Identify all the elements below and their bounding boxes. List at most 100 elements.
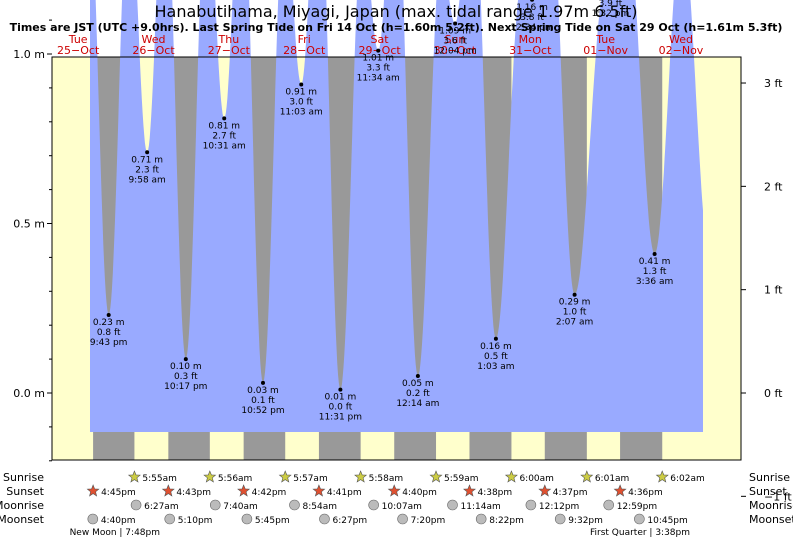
low-tide-label: 1.3 ft [643, 267, 667, 277]
moonset-row-label-left: Moonset [0, 513, 45, 526]
tide-point [652, 252, 657, 257]
day-label-date: 25−Oct [57, 44, 100, 57]
day-label-dow: Thu [218, 33, 240, 46]
sunrise-star-icon [429, 470, 443, 483]
moonrise-time: 10:07am [382, 502, 422, 512]
tide-point [415, 374, 420, 379]
moonrise-row-label-right: Moonrise [749, 499, 793, 512]
tide-point [106, 313, 111, 318]
sunrise-time: 6:01am [595, 474, 630, 484]
tide-point [376, 48, 381, 53]
sunrise-star-icon [127, 470, 141, 483]
low-tide-label: 9:58 am [128, 175, 165, 185]
day-label-date: 27−Oct [208, 44, 251, 57]
sunrise-time: 5:57am [293, 474, 328, 484]
low-tide-label: 1:32 pm [592, 9, 630, 19]
moonrise-moon-icon [289, 499, 300, 511]
day-label-dow: Fri [298, 33, 311, 46]
sunset-time: 4:38pm [477, 488, 512, 498]
low-tide-label: 2.3 ft [135, 165, 159, 175]
right-axis-tick-label: 2 ft [764, 180, 783, 193]
low-tide-label: 0.05 m [402, 379, 434, 389]
sunrise-row-label-left: Sunrise [3, 471, 44, 484]
sunrise-time: 6:00am [519, 474, 554, 484]
left-axis-tick-label: 0.5 m [13, 218, 45, 231]
day-label-dow: Wed [142, 33, 166, 46]
moonrise-row-label-left: Moonrise [0, 499, 44, 512]
moonset-moon-icon [164, 513, 176, 525]
sunrise-time: 5:58am [369, 474, 404, 484]
low-tide-label: 3.8 ft [520, 13, 544, 23]
low-tide-label: 0.3 ft [174, 372, 198, 382]
sunset-time: 4:45pm [101, 488, 136, 498]
day-label-date: 28−Oct [283, 44, 326, 57]
low-tide-label: 11:34 am [357, 74, 400, 84]
low-tide-label: 0.2 ft [406, 389, 430, 399]
low-tide-label: 1.09 m [439, 26, 471, 36]
tide-area [90, 0, 703, 432]
sunset-time: 4:40pm [402, 488, 437, 498]
day-label-dow: Sun [444, 33, 465, 46]
sunrise-star-icon [354, 470, 368, 483]
sunset-star-icon [613, 484, 627, 497]
moonset-moon-icon [241, 513, 253, 525]
tide-point [183, 357, 188, 362]
sunrise-star-icon [504, 470, 518, 483]
low-tide-label: 0.10 m [170, 362, 202, 372]
moonset-time: 10:45pm [647, 516, 687, 526]
day-label-dow: Tue [68, 33, 88, 46]
tide-point [299, 82, 304, 87]
moonset-time: 7:20pm [411, 516, 446, 526]
moonrise-time: 8:54am [302, 502, 337, 512]
low-tide-label: 10:31 am [203, 141, 246, 151]
moon-phase-new: New Moon | 7:48pm [70, 528, 160, 538]
tide-point [493, 336, 498, 341]
sunrise-time: 5:55am [142, 474, 177, 484]
sunrise-star-icon [580, 470, 594, 483]
moonrise-time: 11:14am [461, 502, 501, 512]
plot-frame [51, 56, 742, 461]
tide-point [260, 380, 265, 385]
sunset-star-icon [312, 484, 326, 497]
sunrise-time: 5:59am [444, 474, 479, 484]
tide-point [572, 292, 577, 297]
moonset-time: 4:40pm [101, 516, 136, 526]
moonset-time: 9:32pm [568, 516, 603, 526]
low-tide-label: 2.7 ft [212, 131, 236, 141]
sunset-time: 4:41pm [327, 488, 362, 498]
low-tide-label: 0.16 m [480, 342, 512, 352]
moonset-time: 6:27pm [332, 516, 367, 526]
low-tide-label: 11:03 am [280, 108, 323, 118]
day-label-date: 31−Oct [509, 44, 552, 57]
low-tide-label: 12:14 am [396, 399, 439, 409]
low-tide-label: 0.81 m [208, 121, 240, 131]
sunset-star-icon [237, 484, 251, 497]
low-tide-label: 10:52 pm [241, 406, 284, 416]
moonrise-moon-icon [209, 499, 221, 511]
moonset-time: 5:10pm [178, 516, 213, 526]
low-tide-label: 0.1 ft [251, 396, 275, 406]
right-axis-tick-label: 0 ft [764, 387, 783, 400]
day-label-dow: Mon [519, 33, 542, 46]
sunrise-star-icon [203, 470, 217, 483]
moonrise-moon-icon [603, 499, 615, 511]
low-tide-label: 3.0 ft [289, 98, 313, 108]
chart-title: Hanabutihama, Miyagi, Japan (max. tidal … [154, 2, 637, 21]
sunrise-time: 6:02am [670, 474, 705, 484]
moonrise-time: 6:27am [144, 502, 179, 512]
low-tide-label: 0.03 m [247, 386, 279, 396]
day-label-dow: Tue [595, 33, 615, 46]
sunrise-star-icon [655, 470, 669, 483]
moonrise-time: 12:12pm [539, 502, 579, 512]
low-tide-label: 12:34 pm [510, 23, 553, 33]
day-label-date: 30−Oct [434, 44, 477, 57]
low-tide-label: 1.01 m [362, 54, 394, 64]
sunset-star-icon [538, 484, 552, 497]
moonrise-moon-icon [447, 499, 458, 511]
day-label-date: 01−Nov [583, 44, 628, 57]
tide-point [453, 21, 458, 26]
low-tide-label: 0.29 m [559, 298, 591, 308]
day-label-dow: Sat [371, 33, 390, 46]
